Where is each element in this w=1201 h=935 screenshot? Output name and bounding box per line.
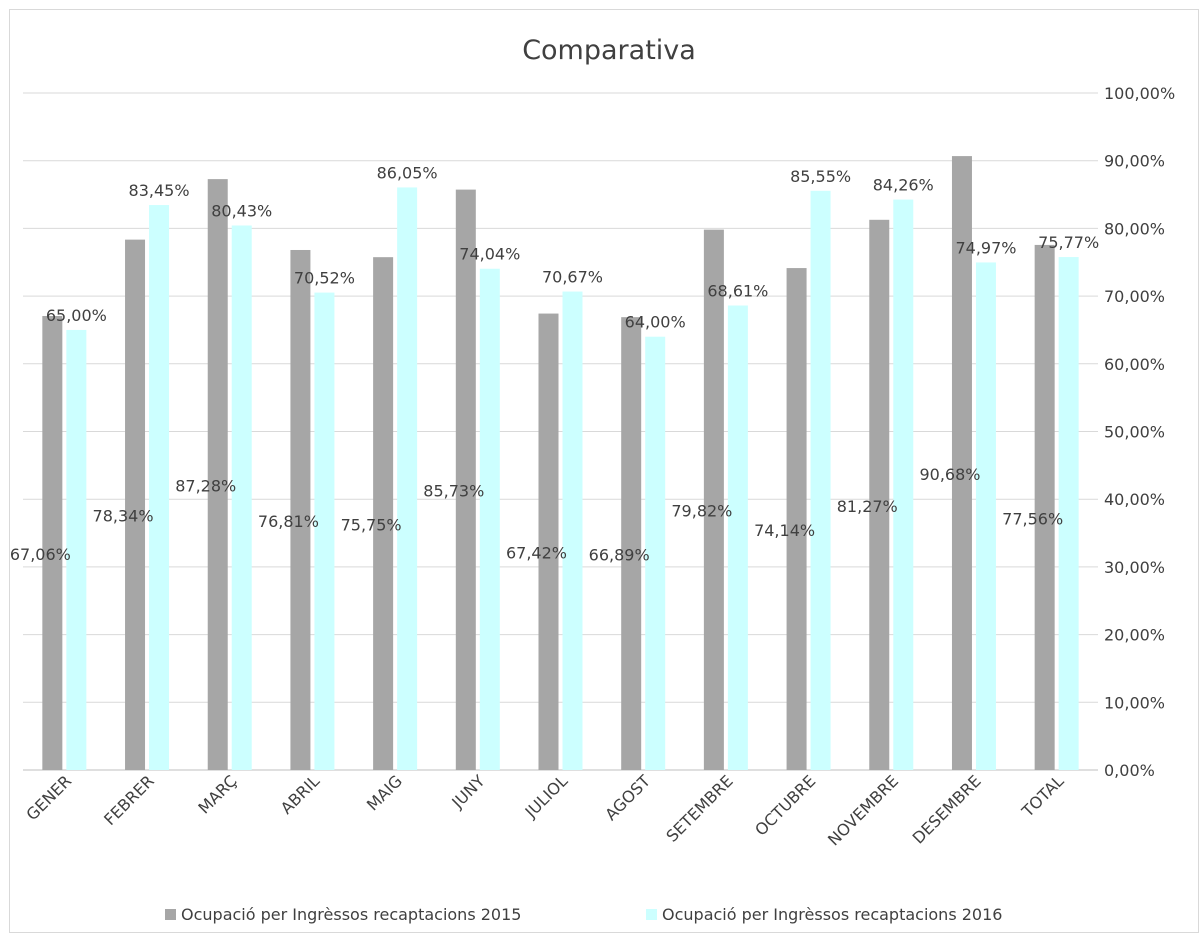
gridlines <box>23 92 1098 771</box>
data-label-2015-12: 77,56% <box>1002 509 1063 528</box>
y-tick-label: 30,00% <box>1104 558 1165 577</box>
bar-2016-11 <box>975 262 996 770</box>
data-label-2016-12: 75,77% <box>1038 233 1099 252</box>
legend-swatch-2015 <box>165 909 176 920</box>
x-tick-label: JUNY <box>448 771 489 812</box>
data-labels: 65,00% 67,06% 83,45% 78,34% 80,43% 87,28% 70,5… <box>10 163 1099 564</box>
y-tick-label: 70,00% <box>1104 287 1165 306</box>
data-label-2016-6: 70,67% <box>542 268 603 287</box>
x-tick-label: NOVEMBRE <box>824 771 902 849</box>
data-label-2015-1: 78,34% <box>93 507 154 526</box>
bar-2016-5 <box>479 268 500 770</box>
y-tick-label: 10,00% <box>1104 693 1165 712</box>
y-tick-label: 20,00% <box>1104 626 1165 645</box>
bar-2016-4 <box>397 187 418 770</box>
bar-2015-11 <box>951 156 972 770</box>
x-tick-label: OCTUBRE <box>751 771 819 839</box>
data-label-2015-10: 81,27% <box>837 497 898 516</box>
y-tick-label: 50,00% <box>1104 423 1165 442</box>
bar-2015-5 <box>455 189 476 770</box>
legend-label-2016: Ocupació per Ingrèssos recaptacions 2016 <box>662 905 1002 924</box>
data-label-2016-0: 65,00% <box>46 306 107 325</box>
y-tick-label: 90,00% <box>1104 152 1165 171</box>
bar-2016-3 <box>314 292 335 770</box>
data-label-2016-7: 64,00% <box>625 313 686 332</box>
bars <box>42 156 1079 771</box>
x-tick-label: MAIG <box>363 771 406 814</box>
bar-2015-3 <box>290 249 311 770</box>
x-tick-label: TOTAL <box>1017 771 1067 821</box>
bar-2015-7 <box>621 317 642 770</box>
bar-2016-8 <box>727 305 748 770</box>
bar-2015-10 <box>869 219 890 770</box>
data-label-2016-9: 85,55% <box>790 167 851 186</box>
bar-2016-12 <box>1058 257 1079 770</box>
bar-2015-6 <box>538 313 559 770</box>
data-label-2015-3: 76,81% <box>258 512 319 531</box>
y-tick-label: 80,00% <box>1104 219 1165 238</box>
data-label-2015-0: 67,06% <box>10 545 71 564</box>
data-label-2016-2: 80,43% <box>211 201 272 220</box>
bar-2015-4 <box>373 257 394 770</box>
bar-2015-1 <box>125 239 146 771</box>
x-tick-label: AGOST <box>601 771 654 824</box>
data-label-2016-5: 74,04% <box>459 245 520 264</box>
x-axis: GENER FEBRER MARÇ ABRIL MAIG JUNY JULIOL AGOST S… <box>22 771 1067 849</box>
bar-2016-10 <box>893 199 914 770</box>
y-tick-label: 40,00% <box>1104 490 1165 509</box>
bar-2016-6 <box>562 291 583 770</box>
y-axis: 0,00% 10,00% 20,00% 30,00% 40,00% 50,00% 60,00… <box>1104 84 1175 780</box>
bar-2016-2 <box>231 225 252 771</box>
bar-2015-9 <box>786 268 807 770</box>
data-label-2016-10: 84,26% <box>873 176 934 195</box>
bar-2016-9 <box>810 190 831 770</box>
x-tick-label: JULIOL <box>521 771 572 822</box>
x-tick-label: MARÇ <box>194 771 240 817</box>
legend-label-2015: Ocupació per Ingrèssos recaptacions 2015 <box>181 905 521 924</box>
legend-swatch-2016 <box>646 909 657 920</box>
data-label-2016-1: 83,45% <box>129 181 190 200</box>
data-label-2015-5: 85,73% <box>423 482 484 501</box>
bar-2016-0 <box>66 329 87 770</box>
bar-2015-12 <box>1034 244 1055 770</box>
data-label-2015-2: 87,28% <box>175 476 236 495</box>
y-tick-label: 60,00% <box>1104 355 1165 374</box>
x-tick-label: FEBRER <box>100 771 158 829</box>
data-label-2015-6: 67,42% <box>506 544 567 563</box>
data-label-2015-8: 79,82% <box>671 502 732 521</box>
x-tick-label: DESEMBRE <box>909 771 985 847</box>
data-label-2016-11: 74,97% <box>955 238 1016 257</box>
chart-title: Comparativa <box>522 35 696 66</box>
legend: Ocupació per Ingrèssos recaptacions 2015… <box>165 905 1002 924</box>
bar-2016-1 <box>149 205 170 770</box>
y-tick-label: 0,00% <box>1104 761 1155 780</box>
data-label-2015-7: 66,89% <box>589 546 650 565</box>
data-label-2015-11: 90,68% <box>919 465 980 484</box>
x-tick-label: SETEMBRE <box>662 771 736 845</box>
data-label-2015-9: 74,14% <box>754 521 815 540</box>
bar-2015-2 <box>207 179 228 771</box>
y-tick-label: 100,00% <box>1104 84 1175 103</box>
data-label-2016-4: 86,05% <box>377 163 438 182</box>
data-label-2016-3: 70,52% <box>294 269 355 288</box>
data-label-2015-4: 75,75% <box>341 516 402 535</box>
data-label-2016-8: 68,61% <box>707 282 768 301</box>
x-tick-label: GENER <box>22 771 75 824</box>
x-tick-label: ABRIL <box>277 771 323 817</box>
bar-2016-7 <box>645 336 666 770</box>
chart-frame <box>9 9 1199 933</box>
bar-2015-8 <box>703 229 724 771</box>
bar-2015-0 <box>42 316 63 770</box>
